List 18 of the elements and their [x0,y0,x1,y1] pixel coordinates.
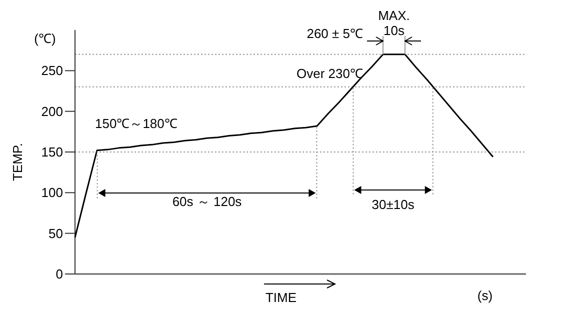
y-axis-title: TEMP. [10,142,25,182]
annotation: 60s ～ 120s [172,194,242,209]
text: (s) [477,288,493,303]
line-series [74,54,494,238]
annotation: 150℃～180℃ [95,116,178,131]
y-tick-label: 150 [41,144,63,160]
annotation: 10s [384,23,405,38]
y-tick-label: 200 [41,104,63,119]
text: MAX. [378,8,410,23]
text: (℃) [34,31,56,46]
annotation: Over 230℃ [296,66,363,81]
annotation: 30±10s [372,197,415,212]
y-tick-label: 50 [48,226,63,241]
annotation: 260 ± 5℃ [306,26,363,41]
y-tick-label: 100 [41,185,63,200]
y-tick-label: 0 [56,266,63,282]
x-axis-title: TIME [265,290,297,305]
y-tick-label: 250 [41,63,63,78]
